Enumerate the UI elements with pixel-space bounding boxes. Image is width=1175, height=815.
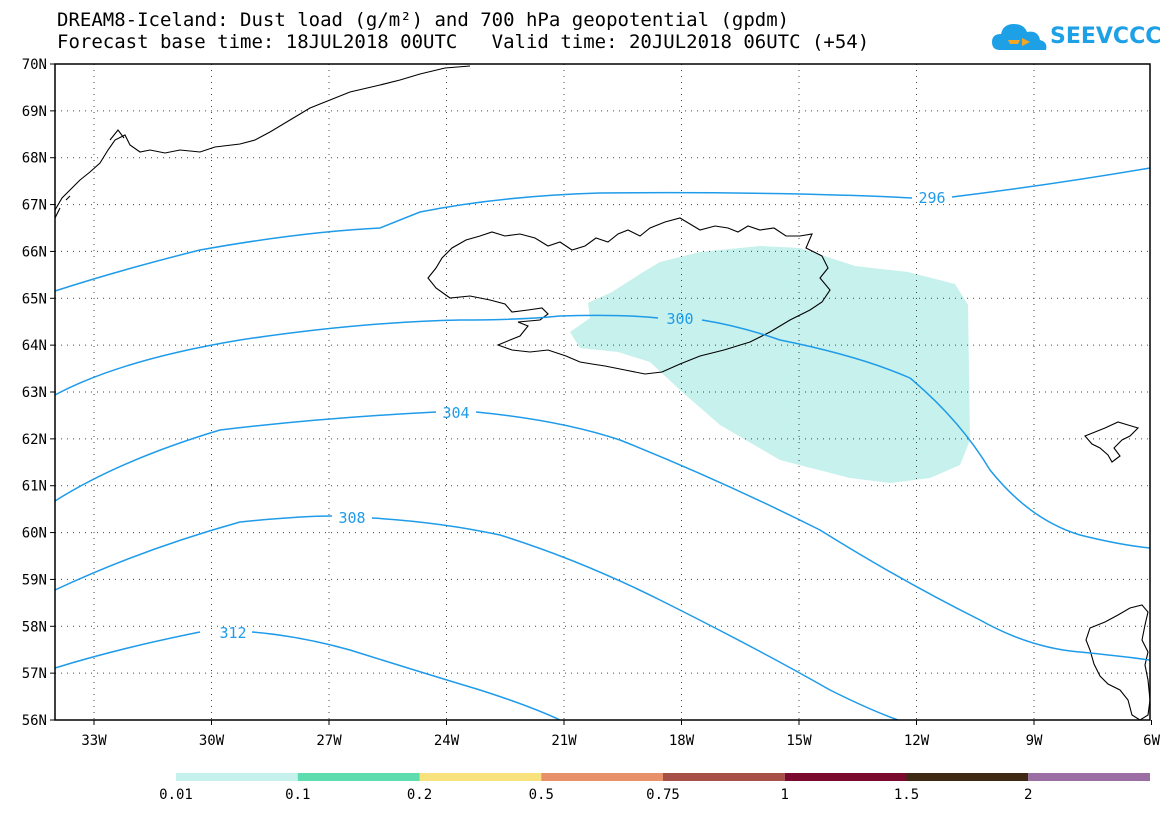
colorbar-label: 2 [1024,787,1032,803]
geopotential-contours [54,167,1151,721]
longitude-labels: 33W 30W 27W 24W 21W 18W 15W 12W 9W 6W [81,733,1160,749]
lat-label: 68N [22,151,47,167]
lon-label: 12W [904,733,930,749]
lon-label: 21W [551,733,577,749]
lat-label: 66N [22,244,47,260]
colorbar-label: 1 [781,787,789,803]
contour-label-296: 296 [918,189,945,207]
latitude-labels: 70N 69N 68N 67N 66N 65N 64N 63N 62N 61N 60N 59N 58N 5… [22,57,47,729]
colorbar-segment [1028,773,1150,781]
lat-label: 62N [22,432,47,448]
lon-label: 15W [786,733,812,749]
lat-label: 63N [22,385,47,401]
contour-label-312: 312 [219,624,246,642]
lat-label: 57N [22,666,47,682]
contour-312 [54,631,561,721]
lat-label: 69N [22,104,47,120]
logo-text: SEEVCCC [1050,24,1162,49]
colorbar-segment [663,773,785,781]
contour-296 [54,167,1151,292]
seevccc-logo: SEEVCCC [990,20,1162,60]
lon-label: 9W [1026,733,1043,749]
faroe-coast [1084,421,1140,463]
scotland-coast [1085,604,1151,721]
axis-ticks [50,63,1152,725]
lat-label: 67N [22,198,47,214]
colorbar-segment [297,773,420,781]
lon-label: 27W [316,733,342,749]
colorbar-segment [176,773,298,781]
colorbar-segment [419,773,542,781]
lat-label: 65N [22,291,47,307]
lat-label: 58N [22,619,47,635]
title-line1: DREAM8-Iceland: Dust load (g/m²) and 700… [57,9,790,31]
greenland-coast [54,65,471,211]
iceland-coast [427,217,831,375]
lat-label: 60N [22,526,47,542]
colorbar-label: 0.01 [159,787,193,803]
lon-label: 18W [669,733,695,749]
contour-308 [54,515,899,721]
cloud-icon [992,24,1047,50]
contour-label-300: 300 [666,310,693,328]
lat-label: 70N [22,57,47,73]
colorbar-label: 0.75 [646,787,680,803]
coastlines [54,65,1151,721]
colorbar-segment [906,773,1029,781]
colorbar-segment [541,773,663,781]
gridlines [55,64,1150,720]
colorbar-label: 0.5 [529,787,554,803]
dust-load-area [570,246,970,483]
colorbar-label: 0.2 [407,787,432,803]
lon-label: 33W [81,733,107,749]
lat-label: 61N [22,479,47,495]
contour-labels: 296 300 304 308 312 [219,189,945,642]
colorbar-label: 1.5 [894,787,919,803]
title-line2: Forecast base time: 18JUL2018 00UTC Vali… [57,31,870,53]
colorbar-label: 0.1 [285,787,310,803]
colorbar: 0.01 0.1 0.2 0.5 0.75 1 1.5 2 [159,773,1150,803]
contour-label-304: 304 [442,404,469,422]
lat-label: 64N [22,338,47,354]
lon-label: 6W [1143,733,1160,749]
lat-label: 59N [22,572,47,588]
lat-label: 56N [22,713,47,729]
lon-label: 30W [199,733,225,749]
contour-304 [54,411,1151,661]
colorbar-segment [784,773,907,781]
contour-label-308: 308 [338,509,365,527]
contour-300 [54,314,1151,549]
lon-label: 24W [434,733,460,749]
